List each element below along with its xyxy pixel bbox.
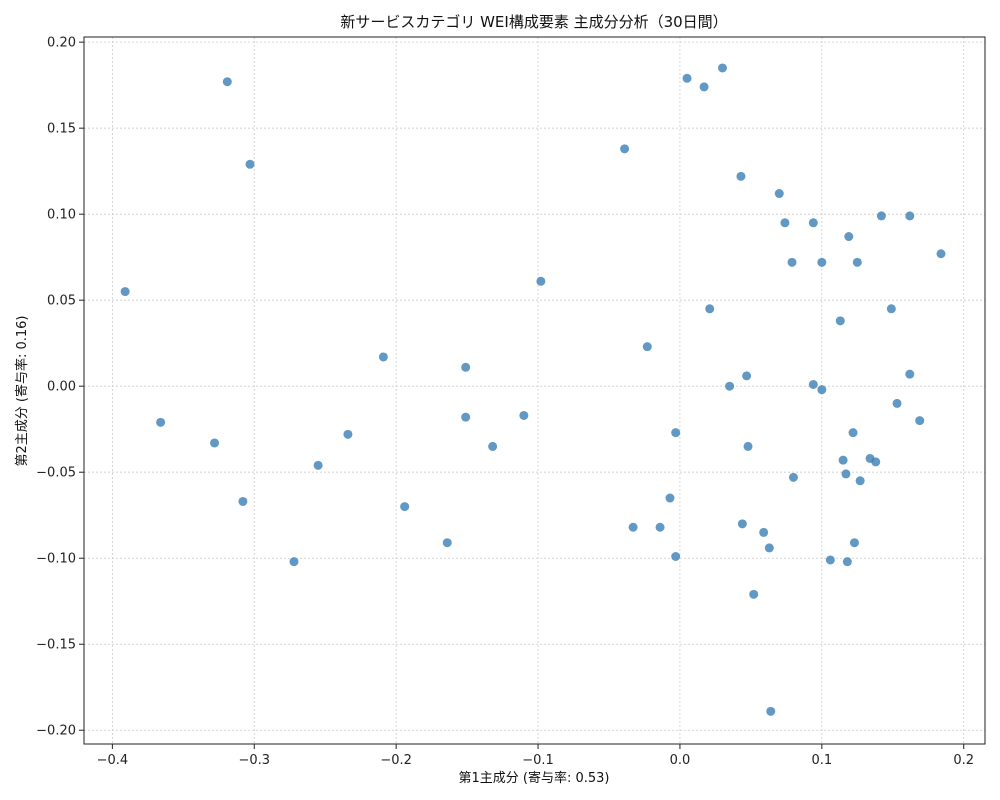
- data-point: [849, 538, 859, 548]
- y-tick-label: 0.15: [47, 122, 76, 137]
- data-point: [838, 455, 848, 465]
- data-point: [156, 417, 166, 427]
- data-point: [808, 379, 818, 389]
- y-tick-label: 0.00: [47, 380, 76, 395]
- data-point: [766, 706, 776, 716]
- data-point: [289, 557, 299, 567]
- data-point: [665, 493, 675, 503]
- y-tick-label: −0.05: [36, 466, 76, 481]
- data-point: [780, 218, 790, 228]
- data-point: [120, 287, 130, 297]
- data-point: [817, 257, 827, 267]
- x-tick-label: −0.4: [97, 753, 129, 768]
- data-point: [936, 249, 946, 259]
- data-point: [222, 77, 232, 87]
- data-point: [642, 342, 652, 352]
- data-point: [682, 73, 692, 83]
- data-point: [620, 144, 630, 154]
- data-point: [725, 381, 735, 391]
- x-tick-label: 0.0: [670, 753, 691, 768]
- data-point: [852, 257, 862, 267]
- data-point: [892, 398, 902, 408]
- x-axis-ticks: −0.4 −0.3 −0.2 −0.1 0.0 0.1 0.2: [97, 744, 974, 768]
- data-point: [671, 428, 681, 438]
- data-point: [841, 469, 851, 479]
- data-point: [774, 189, 784, 199]
- data-point: [655, 522, 665, 532]
- data-point: [905, 369, 915, 379]
- data-point: [855, 476, 865, 486]
- data-point: [461, 362, 471, 372]
- x-axis-label: 第1主成分 (寄与率: 0.53): [458, 770, 609, 786]
- data-point: [787, 257, 797, 267]
- y-axis-label: 第2主成分 (寄与率: 0.16): [14, 315, 30, 466]
- data-point: [817, 385, 827, 395]
- data-point: [313, 460, 323, 470]
- x-tick-label: −0.1: [522, 753, 554, 768]
- x-tick-label: −0.3: [238, 753, 270, 768]
- data-point: [905, 211, 915, 221]
- y-tick-label: −0.20: [36, 724, 76, 739]
- data-points: [120, 63, 946, 716]
- data-point: [210, 438, 220, 448]
- data-point: [671, 551, 681, 561]
- x-tick-label: 0.1: [811, 753, 832, 768]
- x-tick-label: −0.2: [380, 753, 412, 768]
- data-point: [400, 502, 410, 512]
- data-point: [915, 416, 925, 426]
- data-point: [764, 543, 774, 553]
- data-point: [718, 63, 728, 73]
- data-point: [461, 412, 471, 422]
- data-point: [519, 410, 529, 420]
- y-tick-label: −0.15: [36, 638, 76, 653]
- plot-frame: [83, 36, 986, 745]
- data-point: [736, 171, 746, 181]
- data-point: [871, 457, 881, 467]
- data-point: [343, 429, 353, 439]
- data-point: [749, 589, 759, 599]
- data-point: [825, 555, 835, 565]
- data-point: [737, 519, 747, 529]
- x-tick-label: 0.2: [953, 753, 974, 768]
- data-point: [886, 304, 896, 314]
- data-point: [699, 82, 709, 92]
- y-tick-label: 0.05: [47, 294, 76, 309]
- data-point: [705, 304, 715, 314]
- data-point: [842, 557, 852, 567]
- chart-title: 新サービスカテゴリ WEI構成要素 主成分分析（30日間）: [340, 13, 727, 31]
- data-point: [808, 218, 818, 228]
- y-tick-label: 0.10: [47, 208, 76, 223]
- grid-lines: [84, 37, 985, 744]
- data-point: [848, 428, 858, 438]
- data-point: [759, 527, 769, 537]
- data-point: [442, 538, 452, 548]
- data-point: [238, 496, 248, 506]
- data-point: [742, 371, 752, 381]
- y-axis-ticks: −0.20 −0.15 −0.10 −0.05 0.00 0.05 0.10 0.15 0.20: [36, 36, 84, 739]
- y-tick-label: −0.10: [36, 552, 76, 567]
- data-point: [844, 232, 854, 242]
- data-point: [378, 352, 388, 362]
- data-point: [788, 472, 798, 482]
- data-point: [835, 316, 845, 326]
- data-point: [536, 276, 546, 286]
- data-point: [245, 159, 255, 169]
- data-point: [488, 441, 498, 451]
- y-tick-label: 0.20: [47, 36, 76, 51]
- data-point: [743, 441, 753, 451]
- data-point: [628, 522, 638, 532]
- data-point: [876, 211, 886, 221]
